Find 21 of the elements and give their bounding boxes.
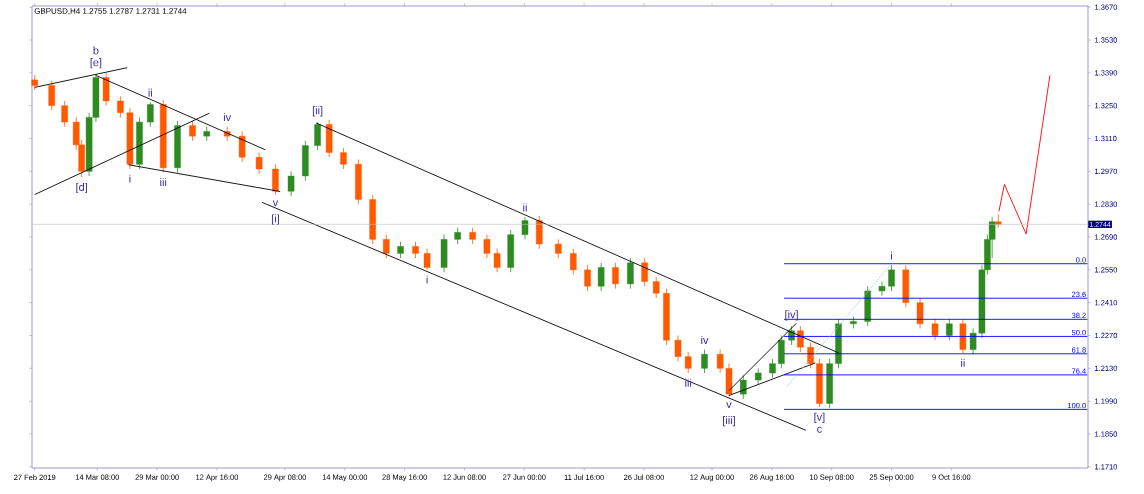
annotation: [iv]: [785, 310, 798, 321]
annotation: ii: [148, 88, 153, 97]
annotation: b: [93, 46, 99, 55]
annotation: [e]: [90, 58, 102, 69]
annotation: [i]: [271, 214, 279, 225]
annotation: ii: [523, 203, 527, 212]
annotation: v: [272, 200, 279, 207]
annotation: iv: [701, 335, 709, 344]
annotation: v: [726, 402, 732, 408]
annotation: ii: [961, 358, 965, 367]
annotation: [d]: [76, 182, 87, 194]
annotation: iii: [160, 178, 167, 187]
annotation: [ii]: [312, 106, 323, 117]
annotation: iii: [685, 378, 692, 387]
annotation: i: [891, 251, 892, 260]
annotation: i: [426, 275, 428, 284]
annotation: [v]: [814, 412, 825, 423]
annotation: iv: [223, 113, 232, 122]
annotation: c: [817, 426, 822, 433]
annotation: [iii]: [723, 416, 735, 427]
annotation: i: [129, 174, 131, 183]
